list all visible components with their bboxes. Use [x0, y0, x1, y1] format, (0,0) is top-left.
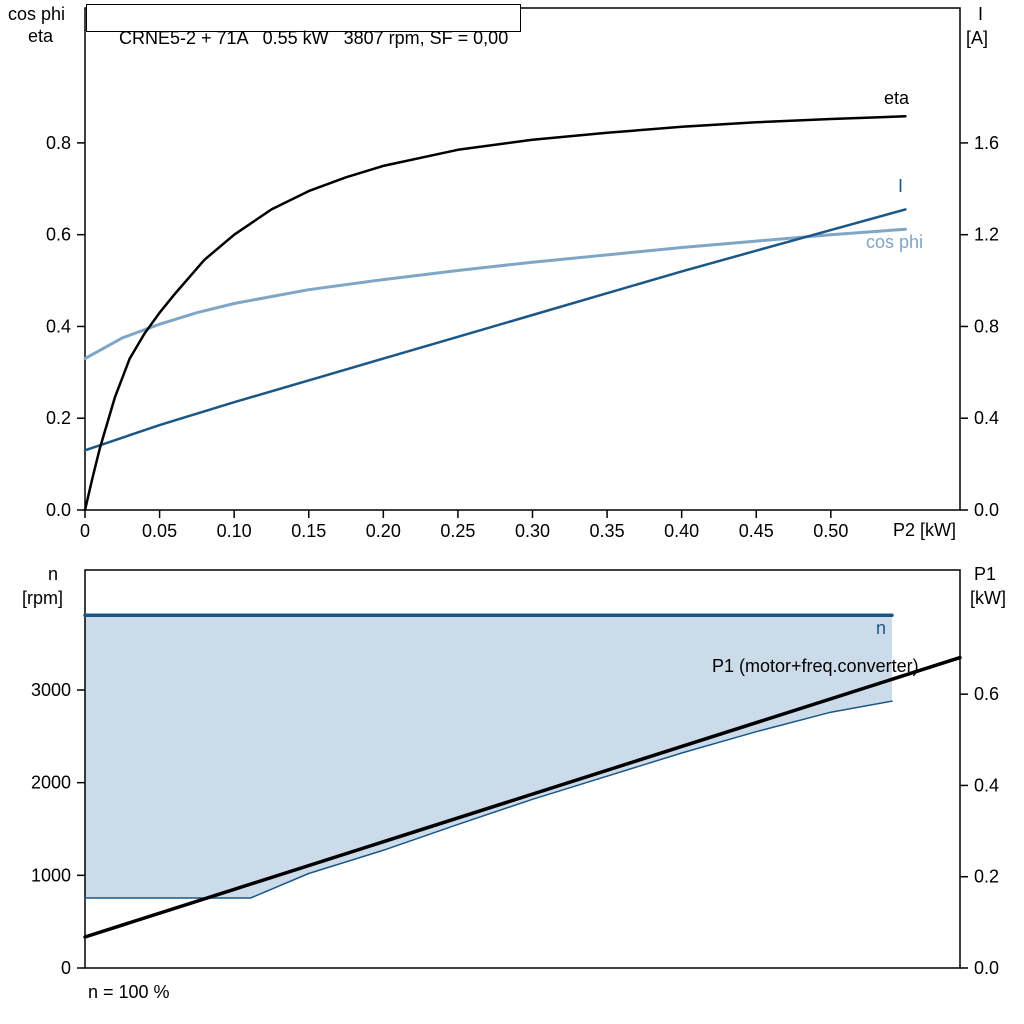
x-axis-tick-label: 0.10	[217, 521, 252, 541]
right-axis-tick-label: 0.4	[974, 775, 999, 795]
x-axis-tick-label: 0.35	[590, 521, 625, 541]
x-axis-tick-label: 0.05	[142, 521, 177, 541]
left-axis-tick-label: 0.2	[46, 408, 71, 428]
left-axis-tick-label: 0.4	[46, 316, 71, 336]
left-axis-tick-label: 2000	[31, 773, 71, 793]
right-axis-tick-label: 0.0	[974, 500, 999, 520]
x-axis-tick-label: 0.15	[291, 521, 326, 541]
x-axis-tick-label: 0.40	[664, 521, 699, 541]
top-left-axis-title-cos-phi: cos phi	[8, 4, 66, 24]
plot-frame	[84, 7, 961, 511]
left-axis-tick-label: 0.6	[46, 225, 71, 245]
curve-eta	[83, 115, 907, 512]
left-axis-tick-label: 3000	[31, 680, 71, 700]
x-axis-tick-label: 0.30	[515, 521, 550, 541]
left-axis-tick-label: 1000	[31, 865, 71, 885]
right-axis-tick-label: 0.6	[974, 684, 999, 704]
bottom-left-axis-title-unit: [rpm]	[22, 588, 64, 608]
x-axis-tick-label: 0.20	[366, 521, 401, 541]
operating-envelope-fill	[85, 615, 892, 898]
curve-cos-phi	[83, 227, 907, 361]
chart-title: CRNE5-2 + 71A 0.55 kW 3807 rpm, SF = 0,0…	[119, 28, 509, 48]
top-right-axis-title-i: I	[978, 4, 984, 24]
top-left-axis-title-eta: eta	[28, 26, 54, 46]
curve-label-eta: eta	[884, 88, 910, 108]
x-axis-title-p2: P2 [kW]	[893, 520, 957, 540]
bottom-left-axis-title-n: n	[48, 564, 59, 584]
curve-label-cos-phi: cos phi	[866, 232, 924, 252]
left-axis-tick-label: 0.0	[46, 500, 71, 520]
curve-p1	[83, 655, 962, 939]
curve-current	[83, 208, 907, 452]
left-axis-tick-label: 0.8	[46, 133, 71, 153]
x-axis-tick-label: 0.25	[440, 521, 475, 541]
right-axis-tick-label: 0.0	[974, 958, 999, 978]
right-axis-tick-label: 1.6	[974, 133, 999, 153]
speed-footnote: n = 100 %	[88, 982, 170, 1002]
right-axis-tick-label: 0.2	[974, 867, 999, 887]
right-axis-tick-label: 0.8	[974, 316, 999, 336]
x-axis-tick-label: 0	[80, 521, 90, 541]
plot-frame	[84, 569, 961, 969]
right-axis-tick-label: 1.2	[974, 225, 999, 245]
top-right-axis-title-unit: [A]	[966, 28, 989, 48]
curve-label-n: n	[876, 618, 887, 638]
x-axis-tick-label: 0.50	[813, 521, 848, 541]
bottom-right-axis-title-unit: [kW]	[970, 588, 1006, 608]
bottom-right-axis-title-p1: P1	[974, 564, 997, 584]
chart-title-box: CRNE5-2 + 71A 0.55 kW 3807 rpm, SF = 0,0…	[86, 4, 522, 48]
left-axis-tick-label: 0	[61, 958, 71, 978]
curve-envelope-boundary	[84, 700, 893, 899]
right-axis-tick-label: 0.4	[974, 408, 999, 428]
curve-label-p1: P1 (motor+freq.converter)	[712, 656, 919, 676]
curve-label-current: I	[898, 176, 904, 196]
x-axis-tick-label: 0.45	[739, 521, 774, 541]
